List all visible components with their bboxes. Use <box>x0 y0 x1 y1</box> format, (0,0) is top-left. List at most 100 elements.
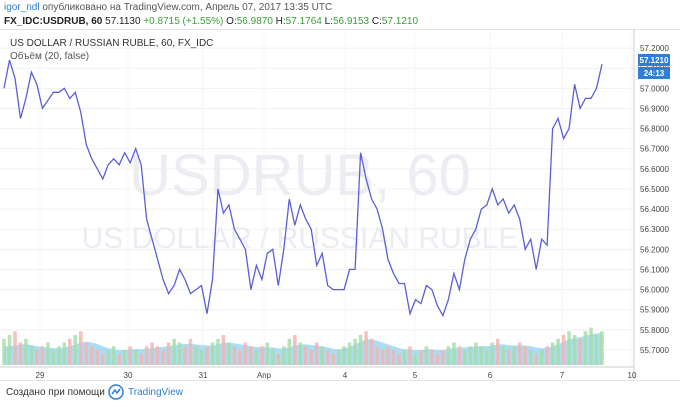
volume-legend: Объём (20, false) <box>10 50 89 62</box>
high-value: 57.1764 <box>285 16 322 27</box>
x-tick-label: 7 <box>560 371 565 380</box>
header-divider <box>0 29 680 30</box>
volume-bar <box>243 342 248 365</box>
volume-bar <box>282 346 286 366</box>
volume-bar <box>435 353 440 365</box>
volume-bar <box>73 335 78 365</box>
close-label: C: <box>371 16 382 27</box>
volume-bar <box>150 342 154 365</box>
volume-bar <box>128 346 132 366</box>
watermark-symbol: USDRUB, 60 <box>129 143 471 208</box>
volume-bar <box>320 346 324 366</box>
low-value: 56.9153 <box>332 16 370 27</box>
volume-bar <box>314 342 319 365</box>
volume-bar <box>249 346 253 366</box>
volume-bar <box>303 346 308 366</box>
volume-bar <box>479 346 484 366</box>
tradingview-logo-icon[interactable] <box>108 384 124 400</box>
y-tick-label: 56.0000 <box>640 286 669 295</box>
y-tick-label: 56.2000 <box>640 245 669 254</box>
volume-bar <box>600 331 604 366</box>
x-axis-ticks: 29 30 31 Апр 4 5 6 7 10 <box>36 371 637 380</box>
volume-bar <box>331 353 335 365</box>
volume-bar <box>166 342 171 365</box>
volume-bar <box>364 331 368 366</box>
price-tag-value: 57.1210 <box>640 56 669 65</box>
volume-bar <box>210 342 215 365</box>
volume-bar <box>101 353 105 365</box>
volume-bar <box>452 342 456 365</box>
publish-info: igor_ndl опубликовано на TradingView.com… <box>4 2 332 13</box>
volume-bar <box>441 350 445 365</box>
high-label: H: <box>275 16 286 27</box>
y-tick-label: 57.2000 <box>640 44 669 53</box>
volume-bar <box>90 346 94 366</box>
volume-bar <box>298 342 303 365</box>
author-link[interactable]: igor_ndl <box>4 2 40 13</box>
volume-bar <box>265 342 270 365</box>
volume-bar <box>347 342 352 365</box>
volume-bar <box>62 342 67 365</box>
y-tick-label: 55.8000 <box>640 326 669 335</box>
volume-bar <box>496 338 500 365</box>
watermark: USDRUB, 60 US DOLLAR / RUSSIAN RUBLE <box>82 143 519 255</box>
volume-bar <box>188 338 193 365</box>
y-tick-label: 56.1000 <box>640 265 669 274</box>
volume-bar <box>490 342 495 365</box>
volume-bar <box>380 350 385 365</box>
volume-bar <box>413 353 418 365</box>
volume-bar <box>342 346 346 366</box>
volume-bar <box>221 335 226 365</box>
x-tick-label: 30 <box>124 371 133 380</box>
volume-bar <box>572 335 577 365</box>
published-text: опубликовано на TradingView.com, Апрель … <box>42 2 333 13</box>
volume-bar <box>556 338 560 365</box>
volume-bar <box>353 338 357 365</box>
volume-bar <box>111 346 116 366</box>
volume-bar <box>408 346 412 366</box>
price-tag-timer: 24:13 <box>644 69 665 78</box>
volume-bar <box>550 342 555 365</box>
volume-bar <box>523 346 527 366</box>
volume-bar <box>276 353 281 365</box>
watermark-name: US DOLLAR / RUSSIAN RUBLE <box>82 222 519 255</box>
volume-bar <box>227 342 231 365</box>
volume-bar <box>474 342 478 365</box>
open-value: 56.9870 <box>236 16 273 27</box>
volume-bar <box>35 350 39 365</box>
volume-bar <box>122 350 127 365</box>
volume-bar <box>106 350 110 365</box>
volume-bar <box>534 353 538 365</box>
x-tick-label: 4 <box>343 371 348 380</box>
volume-bar <box>528 350 533 365</box>
y-tick-label: 56.3000 <box>640 225 669 234</box>
x-tick-label: Апр <box>257 371 272 380</box>
volume-bar <box>309 350 313 365</box>
price-line <box>3 59 603 318</box>
volume-bar <box>369 338 374 365</box>
volume-bar <box>485 350 489 365</box>
tradingview-link[interactable]: TradingView <box>128 387 184 398</box>
last-price: 57.1130 <box>105 16 141 27</box>
volume-bar <box>177 342 182 365</box>
volume-bar <box>468 346 473 366</box>
volume-bar <box>205 346 209 366</box>
volume-bar <box>463 350 467 365</box>
y-tick-label: 56.5000 <box>640 185 669 194</box>
price-tag-box <box>638 54 670 66</box>
change-value: +0.8715 (+1.55%) <box>143 16 224 27</box>
y-axis-ticks: 57.200057.100057.000056.900056.800056.70… <box>640 44 669 355</box>
volume-bar <box>446 346 451 366</box>
volume-average-area <box>4 332 602 365</box>
y-tick-label: 56.9000 <box>640 104 669 113</box>
volume-bar <box>144 346 149 366</box>
volume-bar <box>293 335 297 365</box>
x-tick-label: 10 <box>628 371 637 380</box>
volume-bar <box>336 350 341 365</box>
volume-bar <box>506 350 511 365</box>
volume-bar <box>397 353 401 365</box>
price-tag: 57.1210 24:13 <box>638 54 670 79</box>
price-chart[interactable]: USDRUB, 60 US DOLLAR / RUSSIAN RUBLE 57.… <box>0 30 680 380</box>
ohlc-bar: FX_IDC:USDRUB, 60 57.1130 +0.8715 (+1.55… <box>4 16 418 27</box>
x-tick-label: 5 <box>413 371 418 380</box>
